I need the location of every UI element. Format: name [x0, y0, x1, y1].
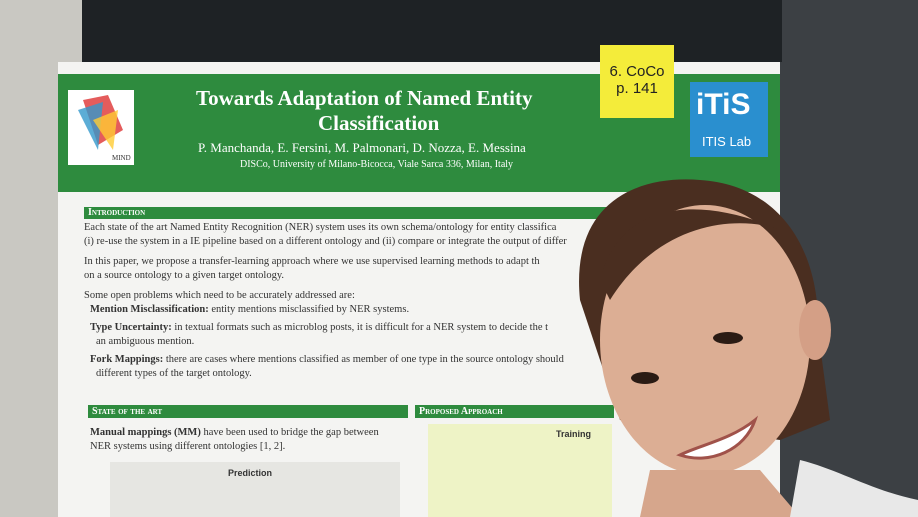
bullet-text: entity mentions misclassified by NER sys… [211, 304, 410, 315]
text-line: Some open problems which need to be accu… [84, 290, 355, 301]
logo-graphic [78, 95, 123, 150]
bullet: Type Uncertainty: in textual formats suc… [90, 322, 548, 333]
logo-right: iTiS ITIS Lab [690, 82, 768, 157]
logo-left: MIND [68, 90, 134, 165]
bullet-label: Type Uncertainty: [90, 322, 172, 333]
text-line: (i) re-use the system in a IE pipeline b… [84, 236, 567, 247]
title: Towards Adaptation of Named Entity [196, 86, 533, 110]
bullet-label: Mention Misclassification: [90, 304, 209, 315]
section-heading: Introduction [84, 207, 608, 219]
text-line: Manual mappings (MM) have been used to b… [90, 427, 379, 438]
bullet: Mention Misclassification: entity mentio… [90, 304, 409, 315]
figure-title: Training [556, 429, 592, 439]
section-heading: State of the art [88, 405, 408, 418]
affiliation: DISCo, University of Milano-Bicocca, Via… [240, 159, 514, 170]
authors: P. Manchanda, E. Fersini, M. Palmonari, … [198, 140, 526, 155]
text: have been used to bridge the gap between [203, 427, 379, 438]
text-line: on a source ontology to a given target o… [84, 270, 285, 281]
text-line: NER systems using different ontologies [… [90, 441, 286, 452]
text-line: In this paper, we propose a transfer-lea… [84, 256, 540, 267]
section-heading: Proposed Approach [415, 405, 614, 418]
text-line: Each state of the art Named Entity Recog… [84, 222, 557, 233]
note-line: 6. CoCo [609, 63, 665, 80]
bullet: Fork Mappings: there are cases where men… [90, 354, 564, 365]
figure [428, 424, 612, 517]
note-line: p. 141 [616, 80, 658, 97]
bullet-label: Fork Mappings: [90, 354, 164, 365]
bullet-text: there are cases where mentions classifie… [165, 354, 564, 365]
figure-title: Prediction [228, 468, 273, 478]
logo-left-text: MIND [112, 154, 131, 162]
text-line: an ambiguous mention. [96, 336, 195, 347]
bold-label: Manual mappings (MM) [90, 427, 201, 438]
bullet-text: in textual formats such as microblog pos… [174, 322, 549, 333]
logo-right-text: ITIS Lab [702, 134, 752, 149]
text-line: different types of the target ontology. [96, 368, 252, 379]
sticky-note: 6. CoCo p. 141 [600, 45, 674, 118]
figure [110, 462, 400, 517]
title: Classification [318, 111, 440, 135]
